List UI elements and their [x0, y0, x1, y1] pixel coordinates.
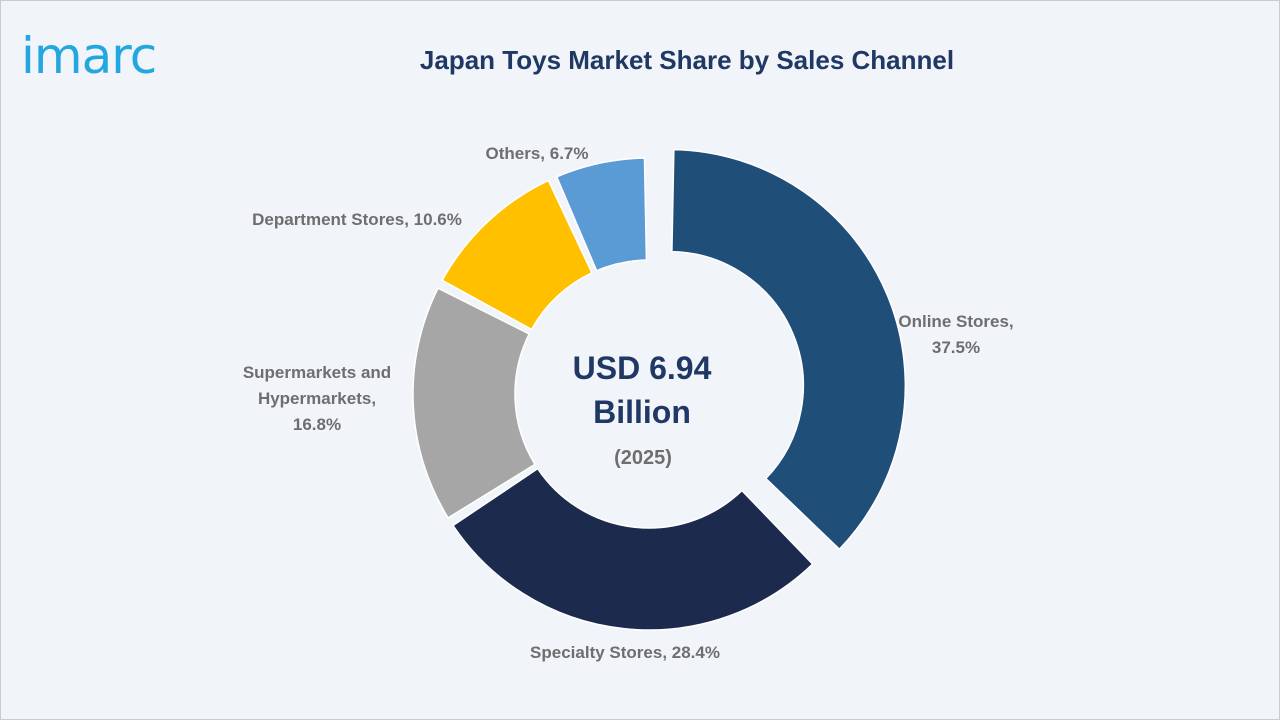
- center-value-line1: USD 6.94: [573, 350, 712, 386]
- slice-supermarkets-and-hypermarkets: [412, 287, 536, 519]
- label-supermarkets-and-hypermarkets: Supermarkets and Hypermarkets, 16.8%: [243, 363, 391, 434]
- slice-specialty-stores: [451, 467, 814, 631]
- label-online-stores: Online Stores, 37.5%: [898, 312, 1013, 357]
- slice-labels: Online Stores, 37.5% Specialty Stores, 28.…: [243, 144, 1014, 662]
- slice-department-stores: [441, 179, 593, 331]
- donut-slices: [412, 148, 907, 631]
- center-value-line2: Billion: [593, 394, 691, 430]
- slice-online-stores: [671, 148, 907, 551]
- imarc-logo: imarc: [21, 27, 157, 85]
- slice-others: [555, 157, 648, 272]
- center-year: (2025): [614, 447, 672, 469]
- label-specialty-stores: Specialty Stores, 28.4%: [530, 643, 720, 662]
- chart-title: Japan Toys Market Share by Sales Channel: [419, 45, 955, 75]
- label-department-stores: Department Stores, 10.6%: [252, 210, 462, 229]
- label-others: Others, 6.7%: [486, 144, 589, 163]
